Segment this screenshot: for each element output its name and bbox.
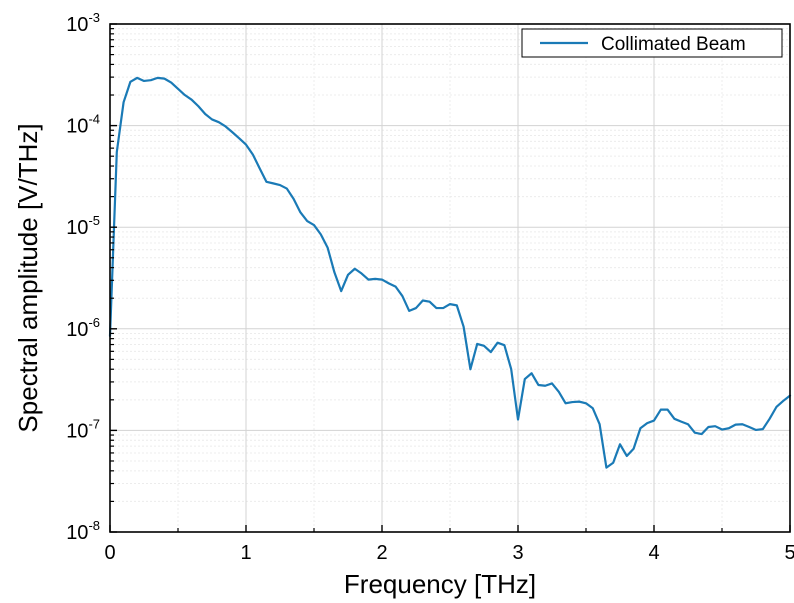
y-axis-title: Spectral amplitude [V/THz]: [13, 123, 43, 432]
y-tick-label: 10-6: [66, 315, 100, 341]
y-tick-labels: 10-8 10-7 10-6 10-5 10-4 10-3: [66, 10, 100, 544]
x-tick-label: 0: [104, 542, 115, 564]
y-tick-label: 10-3: [66, 10, 100, 36]
x-tick-label: 4: [648, 542, 659, 564]
axis-ticks: [109, 23, 791, 533]
legend: Collimated Beam: [521, 28, 783, 58]
legend-label: Collimated Beam: [601, 34, 746, 55]
y-tick-label: 10-4: [66, 112, 100, 138]
grid: [109, 23, 791, 533]
series-line-collimated-beam: [108, 76, 792, 469]
x-tick-labels: 0 1 2 3 4 5: [104, 542, 794, 564]
x-tick-label: 5: [784, 542, 794, 564]
y-tick-label: 10-5: [66, 213, 100, 239]
y-tick-label: 10-8: [66, 518, 100, 544]
x-tick-label: 1: [240, 542, 251, 564]
x-axis-title: Frequency [THz]: [344, 569, 536, 599]
x-tick-label: 3: [512, 542, 523, 564]
x-tick-label: 2: [376, 542, 387, 564]
y-tick-label: 10-7: [66, 416, 100, 442]
